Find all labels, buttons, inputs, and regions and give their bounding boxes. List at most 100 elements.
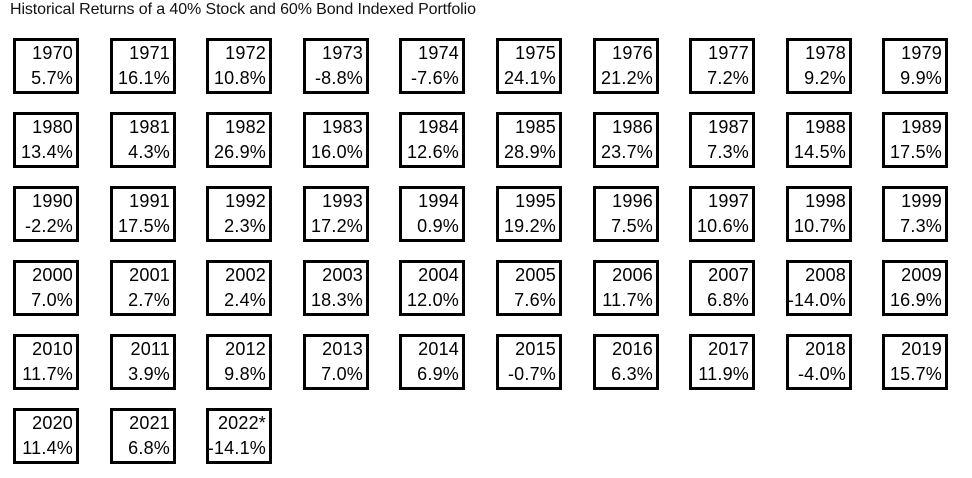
- return-cell: 1993 17.2%: [303, 186, 369, 242]
- cell-return: 10.8%: [213, 68, 266, 88]
- cell-year: 1995: [515, 191, 556, 211]
- return-cell: 2001 2.7%: [110, 260, 176, 316]
- return-cell: 1998 10.7%: [786, 186, 852, 242]
- return-cell: 1996 7.5%: [593, 186, 659, 242]
- return-cell: 2015 -0.7%: [496, 334, 562, 390]
- return-cell: 1992 2.3%: [206, 186, 272, 242]
- return-cell: 1984 12.6%: [399, 112, 465, 168]
- return-cell: 1994 0.9%: [399, 186, 465, 242]
- cell-return: 7.2%: [707, 68, 749, 88]
- cell-year: 1986: [612, 117, 653, 137]
- return-cell: 2016 6.3%: [593, 334, 659, 390]
- return-cell: 1988 14.5%: [786, 112, 852, 168]
- cell-year: 2011: [130, 339, 170, 359]
- cell-year: 1982: [225, 117, 266, 137]
- cell-return: 24.1%: [503, 68, 556, 88]
- cell-return: 7.3%: [707, 142, 749, 162]
- cell-return: 26.9%: [213, 142, 266, 162]
- cell-year: 1983: [322, 117, 363, 137]
- return-cell: 1982 26.9%: [206, 112, 272, 168]
- cell-return: -7.6%: [410, 68, 459, 88]
- cell-return: 11.9%: [698, 364, 749, 384]
- return-cell: 2022* -14.1%: [206, 408, 272, 464]
- return-cell: 1973 -8.8%: [303, 38, 369, 94]
- cell-year: 2016: [612, 339, 653, 359]
- return-cell: 2009 16.9%: [882, 260, 948, 316]
- return-cell: 2019 15.7%: [882, 334, 948, 390]
- cell-return: 17.5%: [117, 216, 170, 236]
- return-cell: 2017 11.9%: [689, 334, 755, 390]
- return-cell: 1974 -7.6%: [399, 38, 465, 94]
- cell-return: 13.4%: [20, 142, 73, 162]
- cell-year: 2013: [322, 339, 363, 359]
- cell-year: 1973: [322, 43, 363, 63]
- cell-year: 1993: [322, 191, 363, 211]
- return-cell: 2011 3.9%: [110, 334, 176, 390]
- return-cell: 1985 28.9%: [496, 112, 562, 168]
- cell-return: 28.9%: [503, 142, 556, 162]
- cell-return: 18.3%: [310, 290, 363, 310]
- cell-return: -14.0%: [787, 290, 846, 310]
- cell-return: 2.4%: [224, 290, 266, 310]
- cell-year: 2017: [708, 339, 749, 359]
- return-cell: 1989 17.5%: [882, 112, 948, 168]
- cell-year: 1994: [418, 191, 459, 211]
- return-cell: 2008 -14.0%: [786, 260, 852, 316]
- cell-year: 2007: [708, 265, 749, 285]
- cell-year: 1978: [805, 43, 846, 63]
- cell-return: 14.5%: [793, 142, 846, 162]
- cell-return: 12.0%: [406, 290, 459, 310]
- return-cell: 2012 9.8%: [206, 334, 272, 390]
- cell-return: 2.3%: [224, 216, 266, 236]
- cell-return: 23.7%: [600, 142, 653, 162]
- cell-return: -4.0%: [797, 364, 846, 384]
- return-cell: 2013 7.0%: [303, 334, 369, 390]
- return-cell: 1983 16.0%: [303, 112, 369, 168]
- cell-year: 2000: [32, 265, 73, 285]
- return-cell: 2021 6.8%: [110, 408, 176, 464]
- cell-year: 1972: [225, 43, 266, 63]
- cell-year: 1998: [805, 191, 846, 211]
- cell-year: 2015: [515, 339, 556, 359]
- cell-year: 1980: [32, 117, 73, 137]
- return-cell: 1980 13.4%: [13, 112, 79, 168]
- cell-year: 2003: [322, 265, 363, 285]
- cell-year: 1991: [129, 191, 170, 211]
- cell-return: -14.1%: [207, 438, 266, 458]
- return-cell: 1979 9.9%: [882, 38, 948, 94]
- return-cell: 2014 6.9%: [399, 334, 465, 390]
- return-cell: 1995 19.2%: [496, 186, 562, 242]
- cell-year: 2014: [418, 339, 459, 359]
- return-cell: 2000 7.0%: [13, 260, 79, 316]
- return-cell: 1978 9.2%: [786, 38, 852, 94]
- cell-year: 1984: [418, 117, 459, 137]
- cell-return: 6.8%: [707, 290, 749, 310]
- cell-return: 2.7%: [128, 290, 170, 310]
- cell-year: 2010: [32, 339, 73, 359]
- cell-return: 7.0%: [321, 364, 363, 384]
- cell-year: 2005: [515, 265, 556, 285]
- cell-year: 1981: [129, 117, 170, 137]
- cell-year: 1971: [129, 43, 170, 63]
- return-cell: 2010 11.7%: [13, 334, 79, 390]
- cell-return: 10.7%: [793, 216, 846, 236]
- return-cell: 1976 21.2%: [593, 38, 659, 94]
- cell-year: 2021: [129, 413, 170, 433]
- cell-return: -0.7%: [507, 364, 556, 384]
- cell-year: 2006: [612, 265, 653, 285]
- cell-return: 6.8%: [128, 438, 170, 458]
- cell-year: 1987: [708, 117, 749, 137]
- cell-year: 1989: [901, 117, 942, 137]
- cell-return: 10.6%: [696, 216, 749, 236]
- cell-year: 2022*: [217, 413, 266, 433]
- cell-year: 2004: [418, 265, 459, 285]
- cell-return: 7.6%: [514, 290, 556, 310]
- cell-return: 17.5%: [889, 142, 942, 162]
- return-cell: 1990 -2.2%: [13, 186, 79, 242]
- cell-return: 16.9%: [889, 290, 942, 310]
- cell-year: 1999: [901, 191, 942, 211]
- cell-year: 1979: [901, 43, 942, 63]
- cell-return: 16.1%: [117, 68, 170, 88]
- cell-return: 4.3%: [128, 142, 170, 162]
- cell-year: 1996: [612, 191, 653, 211]
